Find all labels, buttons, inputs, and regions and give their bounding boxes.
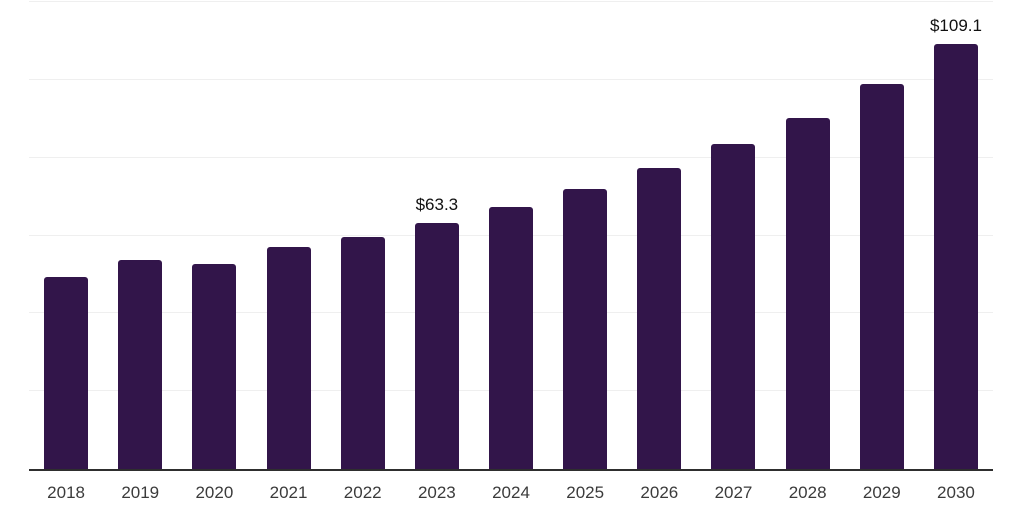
bar-2021 bbox=[266, 247, 311, 469]
bar-slot-2027 bbox=[696, 2, 770, 469]
bar-slot-2029 bbox=[845, 2, 919, 469]
x-tick-label-2018: 2018 bbox=[47, 483, 85, 502]
x-tick-label-2024: 2024 bbox=[492, 483, 530, 502]
gridline bbox=[29, 78, 993, 80]
gridline bbox=[29, 156, 993, 158]
bar-slot-2025 bbox=[548, 2, 622, 469]
bar-slot-2022 bbox=[326, 2, 400, 469]
x-tick-label-2030: 2030 bbox=[937, 483, 975, 502]
bar-2018 bbox=[44, 277, 89, 469]
x-axis-tick-labels: 2018 2019 2020 2021 2022 2023 2024 2025 2026 2027… bbox=[29, 483, 993, 503]
bar-slot-2019 bbox=[103, 2, 177, 469]
bar-2020 bbox=[192, 264, 237, 469]
bar-2029 bbox=[859, 83, 904, 469]
bar-slot-2018 bbox=[29, 2, 103, 469]
bar-2022 bbox=[340, 237, 385, 469]
x-tick-label-2028: 2028 bbox=[788, 483, 827, 502]
bar-2023 bbox=[414, 222, 459, 469]
x-tick-label-2022: 2022 bbox=[343, 483, 382, 502]
data-label-2030: $109.1 bbox=[929, 16, 982, 36]
bar-slot-2020 bbox=[177, 2, 251, 469]
gridline bbox=[29, 1, 993, 2]
bar-2028 bbox=[785, 117, 830, 469]
x-tick-label-2020: 2020 bbox=[195, 483, 234, 502]
bar-2024 bbox=[489, 207, 534, 469]
bar-slot-2021 bbox=[251, 2, 325, 469]
x-tick-label-2029: 2029 bbox=[862, 483, 901, 502]
x-tick-label-2021: 2021 bbox=[269, 483, 308, 502]
x-tick-label-2027: 2027 bbox=[714, 483, 753, 502]
x-tick-label-2019: 2019 bbox=[121, 483, 160, 502]
x-tick-label-2023: 2023 bbox=[417, 483, 456, 502]
bar-2026 bbox=[637, 168, 682, 469]
bar-2019 bbox=[118, 260, 163, 469]
bar-2030 bbox=[933, 44, 978, 469]
bar-slot-2024 bbox=[474, 2, 548, 469]
bars: $63.3 $109.1 bbox=[29, 2, 993, 469]
bar-slot-2030: $109.1 bbox=[919, 2, 993, 469]
bar-2027 bbox=[711, 144, 756, 469]
x-tick-label-2025: 2025 bbox=[566, 483, 605, 502]
bar-slot-2028 bbox=[771, 2, 845, 469]
plot-area: $63.3 $109.1 bbox=[29, 1, 993, 471]
data-label-2023: $63.3 bbox=[415, 194, 459, 214]
x-tick-label-2026: 2026 bbox=[640, 483, 679, 502]
bar-2025 bbox=[563, 189, 608, 469]
bar-slot-2026 bbox=[622, 2, 696, 469]
bar-slot-2023: $63.3 bbox=[400, 2, 474, 469]
